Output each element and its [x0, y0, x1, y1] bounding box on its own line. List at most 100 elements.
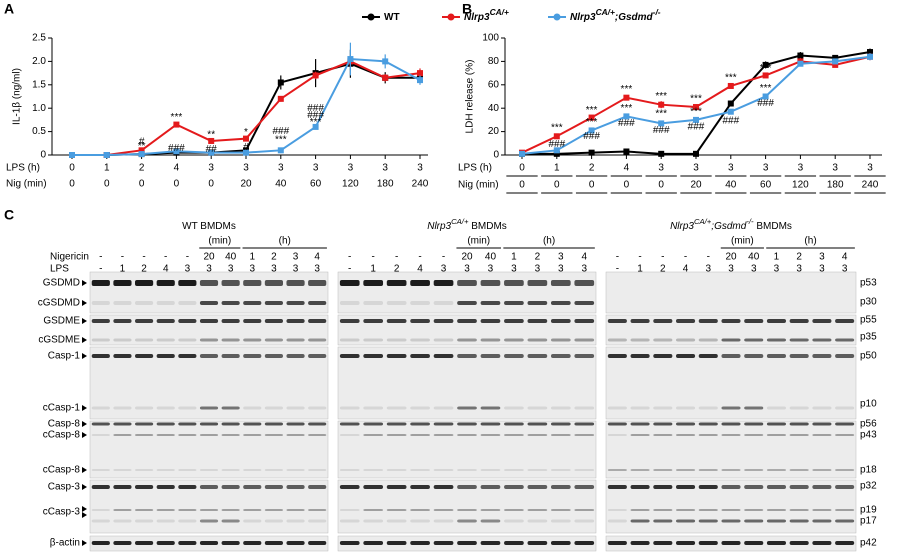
band	[766, 338, 786, 342]
band	[91, 509, 110, 511]
band	[135, 422, 154, 426]
band	[457, 469, 477, 471]
lane-label: -	[186, 252, 189, 263]
band	[527, 434, 548, 436]
band	[264, 422, 283, 426]
size-label: p17	[860, 516, 877, 527]
group-label: (h)	[804, 236, 816, 247]
band	[178, 541, 197, 545]
significance: ###	[168, 143, 185, 154]
lane-label: 3	[271, 264, 277, 275]
significance: ###	[722, 116, 739, 127]
band	[264, 541, 283, 545]
y-tick-label: 60	[488, 79, 500, 90]
band	[363, 301, 384, 305]
band	[286, 319, 305, 323]
x-tick-label: 3	[243, 163, 249, 174]
band	[630, 485, 650, 489]
band	[653, 354, 673, 358]
point	[277, 147, 284, 154]
band	[504, 319, 524, 323]
x-tick-label: 4	[174, 163, 180, 174]
band	[286, 280, 305, 286]
band	[607, 406, 627, 410]
band	[308, 469, 327, 471]
significance: ###	[272, 126, 289, 137]
band	[480, 301, 501, 305]
rich-text: WT	[384, 12, 400, 23]
band	[457, 280, 477, 286]
band	[178, 519, 197, 523]
band	[789, 519, 809, 523]
band	[221, 354, 240, 358]
band	[308, 422, 327, 426]
band	[630, 519, 650, 523]
x-tick-label: 3	[382, 163, 388, 174]
band	[156, 280, 175, 286]
band	[178, 301, 197, 305]
band	[574, 338, 595, 342]
lane-label: -	[707, 252, 710, 263]
band	[607, 338, 627, 342]
protein-label: Casp-8	[48, 419, 81, 430]
band	[835, 469, 855, 471]
band	[766, 434, 786, 436]
band	[410, 434, 430, 436]
x-tick-label: 20	[240, 179, 252, 190]
panel-label: B	[462, 1, 472, 17]
band	[339, 301, 360, 305]
band	[199, 301, 219, 305]
protein-label: Casp-1	[48, 351, 81, 362]
band	[433, 434, 454, 436]
arrowhead	[82, 280, 87, 286]
lane-label: -	[661, 252, 664, 263]
protein-label: GSDME	[43, 316, 80, 327]
group-label: (h)	[279, 236, 291, 247]
point	[553, 147, 560, 154]
band	[607, 469, 627, 471]
point	[69, 152, 75, 158]
band	[607, 509, 627, 511]
panel-label: A	[4, 1, 14, 17]
band	[480, 406, 501, 410]
x-tick-label: 3	[798, 163, 804, 174]
band	[721, 434, 741, 436]
protein-label: Casp-3	[48, 482, 81, 493]
protein-label: cCasp-8	[43, 430, 81, 441]
significance: #	[243, 142, 249, 153]
size-label: p56	[860, 419, 877, 430]
band	[91, 541, 110, 545]
band	[676, 519, 696, 523]
lane-label: 3	[581, 264, 587, 275]
x-tick-label: 60	[310, 179, 322, 190]
lane-label: 3	[511, 264, 517, 275]
size-label: p50	[860, 351, 877, 362]
x-tick-label: 0	[208, 179, 214, 190]
text-part: CA/+	[596, 7, 615, 17]
lane-label: -	[99, 264, 102, 275]
band	[789, 319, 809, 323]
text-part: ;Gsdmd	[615, 12, 654, 23]
band	[410, 338, 430, 342]
lane-label: 3	[842, 264, 848, 275]
band	[457, 485, 477, 489]
band	[113, 519, 132, 523]
band	[789, 338, 809, 342]
band	[433, 519, 454, 523]
band	[698, 541, 718, 545]
arrowhead	[82, 512, 87, 518]
band	[630, 469, 650, 471]
band	[410, 319, 430, 323]
band	[135, 434, 154, 436]
arrowhead	[82, 337, 87, 343]
band	[178, 338, 197, 342]
band	[113, 354, 132, 358]
point	[762, 61, 769, 68]
band	[698, 519, 718, 523]
protein-label: cGSDME	[38, 335, 80, 346]
band	[199, 338, 219, 342]
band	[308, 541, 327, 545]
arrowhead	[82, 421, 87, 427]
lane-label: 3	[441, 264, 447, 275]
significance: *	[244, 127, 248, 138]
